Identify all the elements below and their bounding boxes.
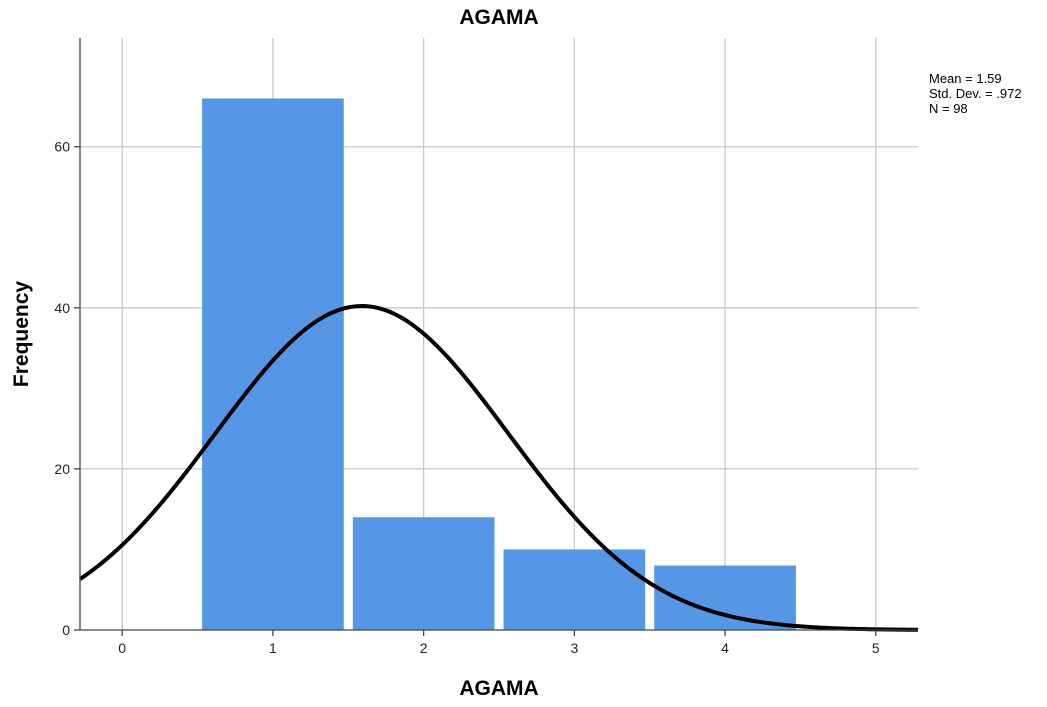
x-tick-label: 2: [420, 640, 428, 656]
x-tick-label: 5: [872, 640, 880, 656]
chart-title: AGAMA: [459, 6, 539, 29]
x-tick-label: 1: [269, 640, 277, 656]
stats-std-dev: Std. Dev. = .972: [929, 86, 1022, 101]
x-axis-label: AGAMA: [459, 677, 539, 700]
y-tick-label: 0: [62, 622, 70, 638]
y-tick-label: 40: [54, 300, 70, 316]
histogram-bar: [352, 517, 495, 630]
y-axis-label: Frequency: [10, 280, 33, 388]
histogram-bar: [503, 549, 646, 630]
stats-n: N = 98: [929, 101, 968, 116]
normal-curve: [78, 304, 919, 632]
histogram-bar: [202, 98, 344, 631]
stats-legend: Mean = 1.59 Std. Dev. = .972 N = 98: [929, 71, 1022, 116]
x-tick-label: 3: [570, 640, 578, 656]
x-tick-label: 4: [721, 640, 729, 656]
x-tick-label: 0: [118, 640, 126, 656]
y-tick-label: 60: [54, 139, 70, 155]
stats-mean: Mean = 1.59: [929, 71, 1002, 86]
y-tick-label: 20: [54, 461, 70, 477]
